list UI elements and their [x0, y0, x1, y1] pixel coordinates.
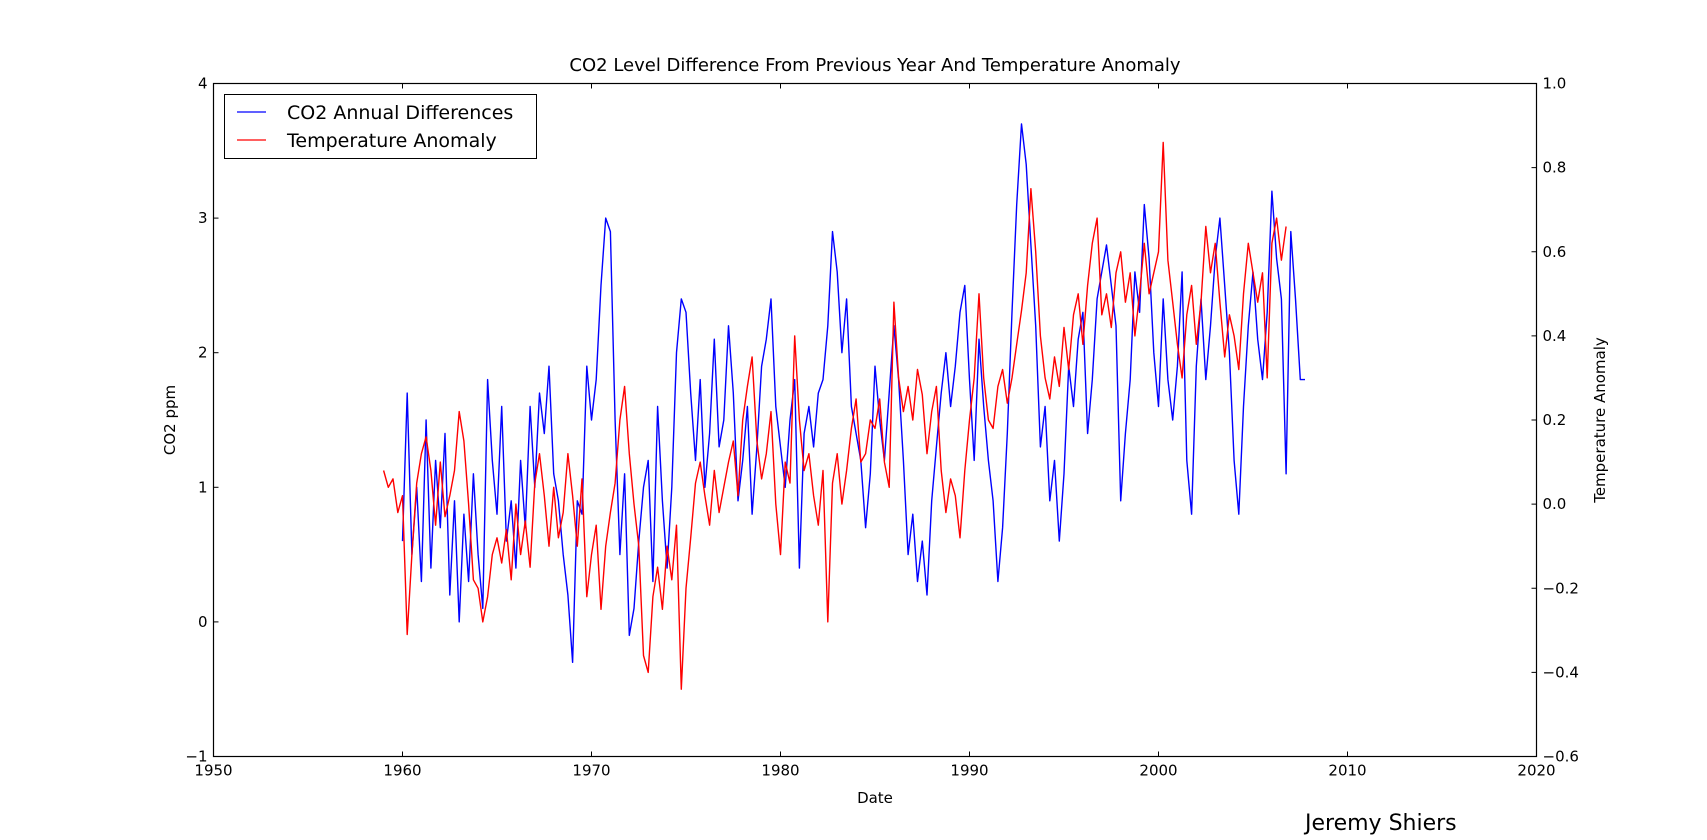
x-tick-label: 1980 [761, 762, 799, 780]
legend-label-temperature: Temperature Anomaly [286, 130, 497, 152]
series-layer [382, 123, 1305, 690]
y-axis-ticks: −1 0 1 2 3 4 [185, 75, 219, 766]
y-tick-label: 2 [198, 344, 208, 362]
y-right-axis-label: Temperature Anomaly [1591, 337, 1609, 504]
legend-label-co2: CO2 Annual Differences [287, 102, 513, 124]
y-right-tick-label: −0.6 [1543, 748, 1579, 766]
x-axis-ticks: 1950 1960 1970 1980 1990 2000 2010 2020 [194, 83, 1556, 780]
x-axis-label: Date [857, 789, 893, 807]
x-tick-label: 1970 [572, 762, 610, 780]
y-tick-label: −1 [185, 748, 207, 766]
y-right-tick-label: 0.2 [1543, 411, 1567, 429]
y-right-tick-label: −0.2 [1543, 579, 1579, 597]
x-tick-label: 2000 [1139, 762, 1177, 780]
x-tick-label: 1990 [950, 762, 988, 780]
y-tick-label: 4 [198, 75, 208, 93]
y-axis-label: CO2 ppm [161, 385, 179, 455]
y-right-tick-label: −0.4 [1543, 663, 1579, 681]
y-tick-label: 1 [198, 478, 208, 496]
y-tick-label: 3 [198, 209, 208, 227]
y-right-tick-label: 1.0 [1543, 75, 1567, 93]
y-right-tick-label: 0.4 [1543, 327, 1567, 345]
x-tick-label: 2020 [1517, 762, 1555, 780]
y-right-tick-label: 0.8 [1543, 159, 1567, 177]
x-tick-label: 1960 [383, 762, 421, 780]
legend-box [224, 94, 537, 159]
series-line-temperature-anomaly [382, 141, 1287, 690]
y-right-tick-label: 0.0 [1543, 495, 1567, 513]
legend: CO2 Annual Differences Temperature Anoma… [224, 94, 537, 159]
chart-title: CO2 Level Difference From Previous Year … [569, 55, 1181, 76]
series-line-co2-annual-differences [401, 123, 1305, 663]
y-right-axis-ticks: −0.6 −0.4 −0.2 0.0 0.2 0.4 0.6 0.8 1.0 [1531, 75, 1579, 766]
y-tick-label: 0 [198, 613, 208, 631]
x-tick-label: 2010 [1328, 762, 1366, 780]
author-credit: Jeremy Shiers [1303, 811, 1457, 836]
x-tick-label: 1950 [194, 762, 232, 780]
plot-frame [212, 82, 1538, 758]
y-right-tick-label: 0.6 [1543, 243, 1567, 261]
